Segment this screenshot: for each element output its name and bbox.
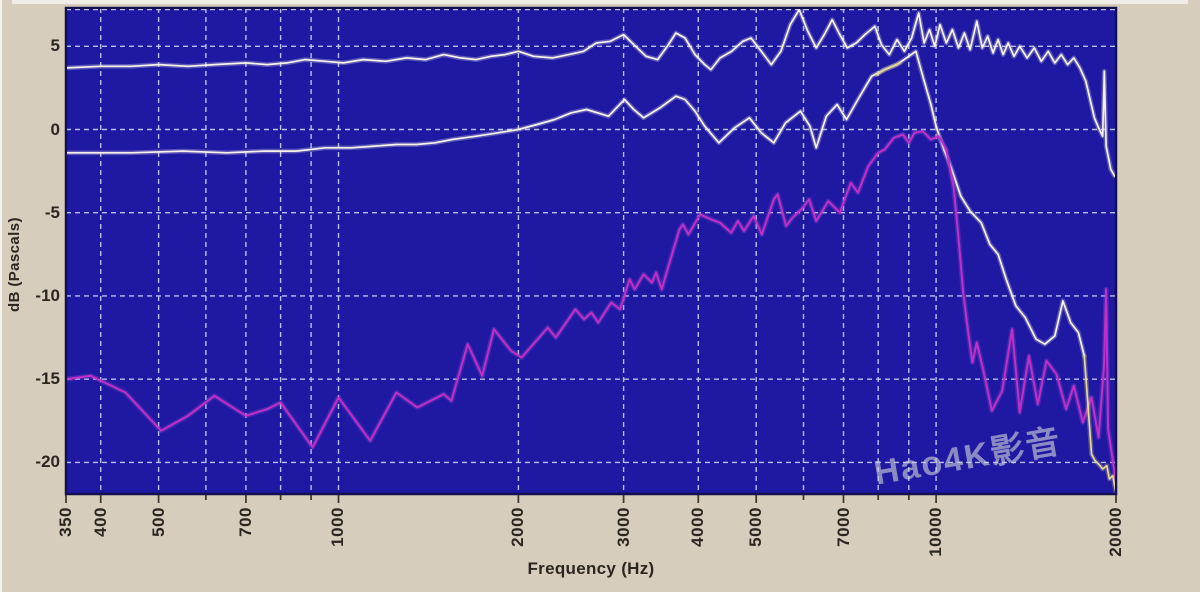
x-tick-label: 1000 xyxy=(328,507,348,547)
y-tick-label: -20 xyxy=(35,452,60,472)
x-tick-label: 400 xyxy=(90,507,110,537)
overlap-tint-crossing xyxy=(875,62,901,76)
x-tick-label: 20000 xyxy=(1106,507,1125,557)
y-tick-label: -5 xyxy=(44,202,60,222)
window-top-highlight xyxy=(12,0,1188,4)
grid-layer xyxy=(67,9,1115,493)
y-tick-label: 5 xyxy=(50,36,60,56)
x-tick-label: 3000 xyxy=(613,507,633,547)
white-top-curve xyxy=(67,9,1115,177)
magenta-curve xyxy=(67,130,1115,483)
x-tick-marks xyxy=(65,495,1117,503)
y-tick-label: -15 xyxy=(35,369,60,389)
x-tick-label: 10000 xyxy=(926,507,946,557)
x-tick-label: 4000 xyxy=(688,507,708,547)
x-tick-label: 5000 xyxy=(746,507,766,547)
white-middle-curve xyxy=(67,50,1086,357)
x-axis-label: Frequency (Hz) xyxy=(527,559,655,578)
x-tick-label: 2000 xyxy=(508,507,528,547)
overlap-tint-tail xyxy=(1083,355,1115,492)
x-tick-label: 350 xyxy=(56,507,75,537)
x-tick-label: 500 xyxy=(148,507,168,537)
y-tick-label: -10 xyxy=(35,285,60,305)
y-tick-label: 0 xyxy=(50,119,60,139)
series-layer xyxy=(67,9,1115,493)
window-left-highlight xyxy=(0,0,2,592)
x-tick-label: 700 xyxy=(235,507,255,537)
x-tick-label: 7000 xyxy=(833,507,853,547)
